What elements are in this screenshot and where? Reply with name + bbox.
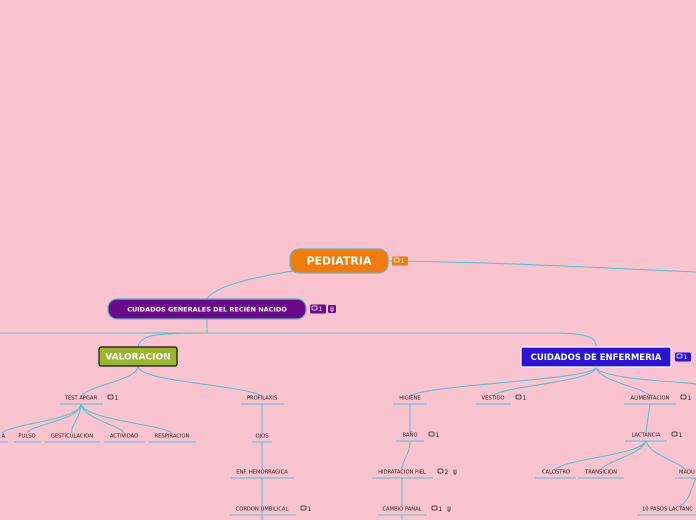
- subtopic-label: ENF. HEMORRAGICA: [236, 470, 288, 476]
- subtopic-label: GESTICULACION: [51, 434, 93, 440]
- badge-bg: [310, 304, 326, 314]
- subtopic-label: OJOS: [256, 434, 269, 440]
- comment-icon: [431, 505, 438, 511]
- attachment-icon: [453, 469, 457, 475]
- connectors: [0, 260, 696, 520]
- comment-badge: 1: [515, 394, 527, 402]
- subtopic-label: RESPIRACION: [155, 434, 190, 440]
- comment-icon: [515, 394, 522, 400]
- comment-badge: 1: [107, 394, 119, 402]
- comment-icon: [393, 257, 400, 263]
- badge-bg: [675, 352, 691, 362]
- comment-badge: 1: [671, 431, 683, 439]
- comment-icon: [680, 394, 687, 400]
- connector: [80, 365, 139, 397]
- connector: [0, 319, 208, 334]
- topic-label: CUIDADOS GENERALES DEL RECIÉN NACIDO: [127, 305, 287, 314]
- comment-count: 1: [401, 258, 405, 265]
- comment-count: 1: [523, 395, 527, 402]
- attachment-badge: [328, 305, 336, 313]
- subtopic-label: CORDON UMBILICAL: [236, 507, 289, 513]
- comment-count: 2: [445, 469, 449, 476]
- topic-box: [107, 298, 307, 320]
- attachment-icon: [447, 506, 451, 512]
- comment-count: 1: [436, 432, 440, 439]
- comment-badge: 1: [300, 505, 312, 513]
- subtopic-label: 10 PASOS LACTANC: [642, 507, 693, 513]
- subtopic-label: ALIMENTACION: [631, 396, 670, 402]
- comment-badge: 1: [431, 505, 443, 513]
- subtopic-label: MADU: [679, 470, 695, 476]
- comment-icon: [300, 505, 307, 511]
- comment-count: 1: [319, 306, 323, 313]
- connector: [1, 403, 173, 434]
- topic-label: PEDIATRIA: [306, 255, 372, 268]
- subtopic-label: HIGIENE: [399, 396, 420, 402]
- subtopic-label: ACTIVIDAD: [110, 434, 138, 440]
- topic-label: CUIDADOS DE ENFERMERIA: [531, 353, 662, 363]
- subtopic-label: TEST APGAR: [64, 396, 98, 402]
- topic-box: [520, 346, 672, 368]
- subtopic-label: CALOSTRO: [542, 470, 570, 476]
- connector: [401, 404, 411, 520]
- connector: [137, 365, 263, 397]
- topic-label: VALORACION: [105, 353, 170, 363]
- connector: [387, 260, 696, 273]
- comment-badge: 2: [437, 468, 449, 476]
- subtopic-label: CAMBIO PAÑAL: [382, 506, 421, 513]
- comment-count: 1: [684, 354, 688, 361]
- subtopic-label: BAÑO: [402, 432, 417, 439]
- comment-count: 1: [115, 395, 119, 402]
- connector: [555, 403, 696, 507]
- badge-bg: [392, 256, 408, 266]
- comment-icon: [671, 431, 678, 437]
- comment-count: 1: [688, 395, 692, 402]
- comment-icon: [428, 431, 435, 437]
- attachment-icon: [330, 306, 334, 312]
- comment-badge: 1: [392, 256, 408, 266]
- subtopic-label: LACTANCIA: [632, 433, 661, 439]
- subtopic-label: PULSO: [18, 434, 35, 440]
- comment-icon: [107, 394, 114, 400]
- comment-badge: 1: [680, 394, 692, 402]
- subtopic-label: VESTIDO: [482, 396, 505, 402]
- subtopic-label: HIDRATACION PIEL: [378, 470, 426, 476]
- comment-count: 1: [679, 432, 683, 439]
- connector: [409, 366, 696, 397]
- comment-icon: [437, 468, 444, 474]
- comment-count: 1: [308, 506, 312, 513]
- comment-badge: 1: [310, 304, 326, 314]
- comment-badge: 1: [428, 431, 440, 439]
- connector: [137, 332, 208, 348]
- subtopic-label: TRANSICION: [584, 470, 617, 476]
- subtopic-label: A: [1, 434, 5, 440]
- comment-badge: 1: [675, 352, 691, 362]
- comment-icon: [676, 353, 683, 359]
- topic-box: [289, 248, 389, 274]
- subtopic-label: PROFILAXIS: [247, 396, 277, 402]
- connector: [207, 332, 597, 348]
- topic-box: [98, 346, 178, 367]
- comment-count: 1: [439, 506, 443, 513]
- comment-icon: [311, 305, 318, 311]
